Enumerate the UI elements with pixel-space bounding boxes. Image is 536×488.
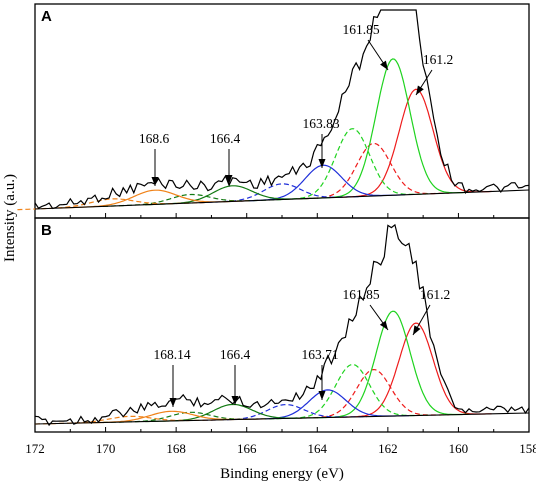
x-tick-label: 166 xyxy=(237,441,257,456)
annotation-arrow-head xyxy=(318,391,326,400)
annotation-arrow-head xyxy=(416,85,424,95)
annotation-arrow-head xyxy=(151,177,159,186)
x-tick-label: 172 xyxy=(25,441,45,456)
component-peak-2 xyxy=(297,142,450,200)
peak-label: 163.71 xyxy=(301,347,338,362)
annotation-arrow-head xyxy=(231,396,239,405)
panel-a-label: A xyxy=(41,8,52,25)
baseline xyxy=(34,189,530,210)
component-peak-5 xyxy=(244,389,409,420)
x-tick-label: 168 xyxy=(166,441,186,456)
x-tick-label: 160 xyxy=(449,441,469,456)
annotation-arrow-head xyxy=(225,175,233,184)
peak-label: 168.14 xyxy=(153,347,190,362)
x-tick-label: 164 xyxy=(308,441,328,456)
panel-b: B 161.2 161.85 163.71 166.4 168.14 xyxy=(34,217,530,433)
x-tick-label: 162 xyxy=(378,441,398,456)
x-axis-title: Binding energy (eV) xyxy=(220,466,344,482)
panel-a-plot: 161.2 161.85 163.83 166.4 168.6 xyxy=(17,9,530,218)
baseline xyxy=(34,412,530,425)
annotation-arrow-head xyxy=(318,159,326,168)
peak-label: 161.85 xyxy=(342,22,379,37)
annotation-arrow-head xyxy=(413,325,421,335)
peak-label: 161.2 xyxy=(420,287,450,302)
raw-spectrum xyxy=(34,9,530,210)
peak-label: 166.4 xyxy=(210,131,241,146)
peak-label: 163.83 xyxy=(302,116,339,131)
component-peak-1 xyxy=(339,322,492,418)
component-peak-1 xyxy=(339,88,492,198)
panel-b-plot: 161.2 161.85 163.71 166.4 168.14 xyxy=(34,223,530,432)
annotation-arrow-head xyxy=(169,398,177,407)
x-tick-label: 170 xyxy=(96,441,116,456)
annotation-arrow-head xyxy=(379,320,388,330)
component-peak-4 xyxy=(276,128,429,201)
raw-spectrum xyxy=(34,223,530,427)
component-peak-3 xyxy=(316,58,469,199)
panel-b-label: B xyxy=(41,222,52,239)
peak-label: 166.4 xyxy=(220,347,251,362)
y-axis-title: Intensity (a.u.) xyxy=(2,174,18,262)
peak-label: 161.2 xyxy=(423,52,453,67)
panel-a: A 161.2 161.85 163.83 166.4 168.6 xyxy=(17,3,530,219)
peak-label: 161.85 xyxy=(342,287,379,302)
component-peak-3 xyxy=(316,310,469,419)
peak-label: 168.6 xyxy=(139,131,170,146)
annotation-arrow-head xyxy=(380,60,388,70)
x-tick-label: 158 xyxy=(519,441,536,456)
x-axis: 172 170 168 166 164 162 160 158 xyxy=(25,441,536,456)
